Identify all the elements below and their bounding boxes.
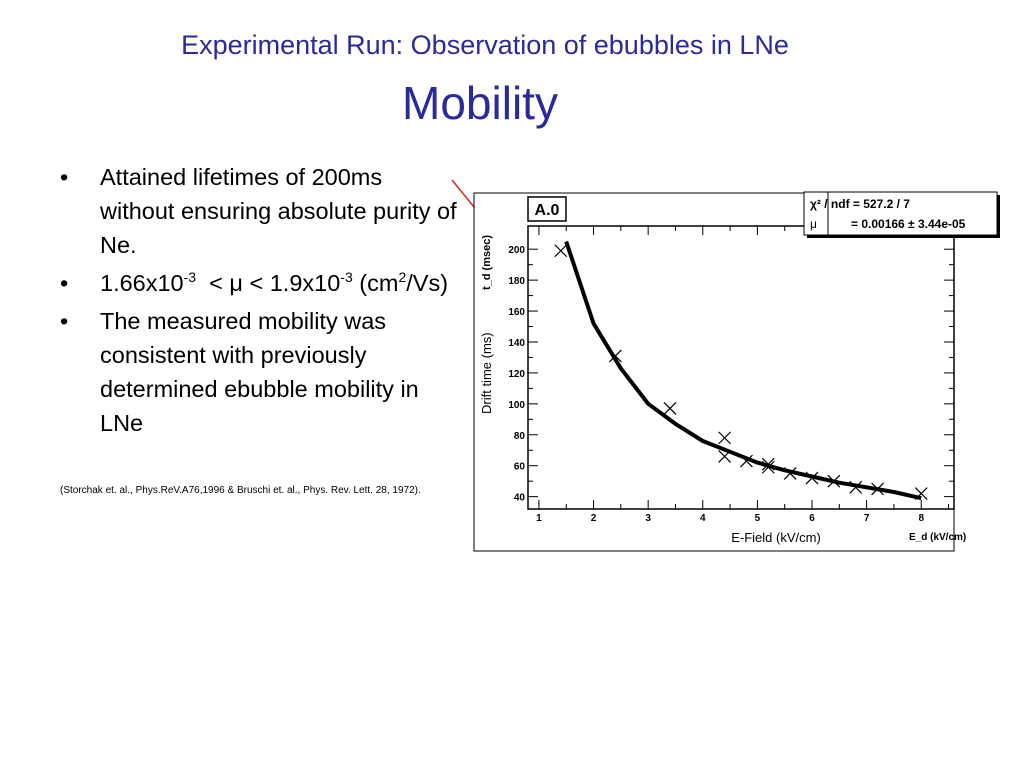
data-point [827, 474, 841, 488]
data-point [718, 449, 732, 463]
y-tick-label: 180 [508, 276, 525, 287]
y-tick-label: 160 [508, 307, 525, 318]
data-point [718, 431, 732, 445]
x-tick-label: 4 [700, 513, 706, 524]
chart-canvas-frame [473, 192, 955, 552]
y-tick-label: 80 [514, 431, 526, 442]
x-tick-label: 6 [809, 513, 815, 524]
y-tick-label: 40 [514, 493, 526, 504]
data-point [761, 460, 775, 474]
bullet-item-consistency: • The measured mobility was consistent w… [60, 304, 460, 440]
slide-title: Experimental Run: Observation of ebubble… [181, 30, 789, 60]
data-point [871, 482, 884, 496]
y-tick-label: 60 [514, 462, 526, 473]
fit-curve [564, 240, 922, 501]
bullet-item-lifetime: • Attained lifetimes of 200ms without en… [60, 160, 460, 262]
data-point [761, 457, 775, 471]
plot-label: A.0 [535, 202, 560, 219]
x-tick-label: 3 [645, 513, 651, 524]
data-point [914, 487, 928, 500]
plot-frame [527, 225, 955, 510]
axis-ticks: 1 2 3 4 5 6 7 8 40 60 80 100 120 140 160 180 200 [508, 226, 954, 524]
x-tick-label: 7 [864, 513, 870, 524]
x-axis-label: E-Field (kV/cm) [731, 530, 821, 545]
y-tick-label: 140 [508, 338, 525, 349]
bullet-text: The measured mobility was consistent wit… [100, 308, 419, 436]
x-tick-label: 8 [918, 513, 924, 524]
x-tick-label: 5 [755, 513, 761, 524]
data-point [849, 480, 863, 494]
y-axis-label: Drift time (ms) [479, 332, 494, 414]
y-tick-label: 200 [508, 245, 525, 256]
data-points [554, 244, 928, 500]
bullet-text: 1.66x10-3 < μ < 1.9x10-3 (cm2/Vs) [100, 269, 449, 296]
y-axis-label-root: t_d (msec) [481, 235, 493, 290]
stats-chi2: χ² / ndf = 527.2 / 7 [810, 197, 910, 211]
data-point [740, 454, 753, 468]
y-tick-label: 120 [508, 369, 525, 380]
y-tick-label: 100 [508, 400, 525, 411]
data-point [805, 471, 819, 485]
reference-note: (Storchak et. al., Phys.ReV.A76,1996 & B… [60, 485, 421, 496]
data-point [554, 244, 568, 258]
slide-subtitle: Mobility [402, 77, 558, 129]
fit-layer [564, 240, 922, 501]
bullet-dot: • [60, 164, 69, 190]
data-point [783, 467, 797, 480]
x-tick-label: 2 [591, 513, 597, 524]
data-point [663, 402, 677, 415]
data-point [608, 349, 622, 363]
stats-box [803, 191, 998, 236]
stats-mu-value: = 0.00166 ± 3.44e-05 [851, 217, 966, 231]
bullet-dot: • [60, 270, 69, 296]
plot-label-box [527, 196, 567, 222]
bullet-item-mobility-range: • 1.66x10-3 < μ < 1.9x10-3 (cm2/Vs) [60, 266, 460, 300]
stats-mu-label: μ [810, 217, 817, 231]
bullet-dot: • [60, 308, 69, 334]
x-tick-label: 1 [536, 513, 542, 524]
bullet-list: • Attained lifetimes of 200ms without en… [60, 160, 460, 444]
x-axis-label-root: E_d (kV/cm) [909, 532, 966, 543]
bullet-text: Attained lifetimes of 200ms without ensu… [100, 164, 457, 258]
